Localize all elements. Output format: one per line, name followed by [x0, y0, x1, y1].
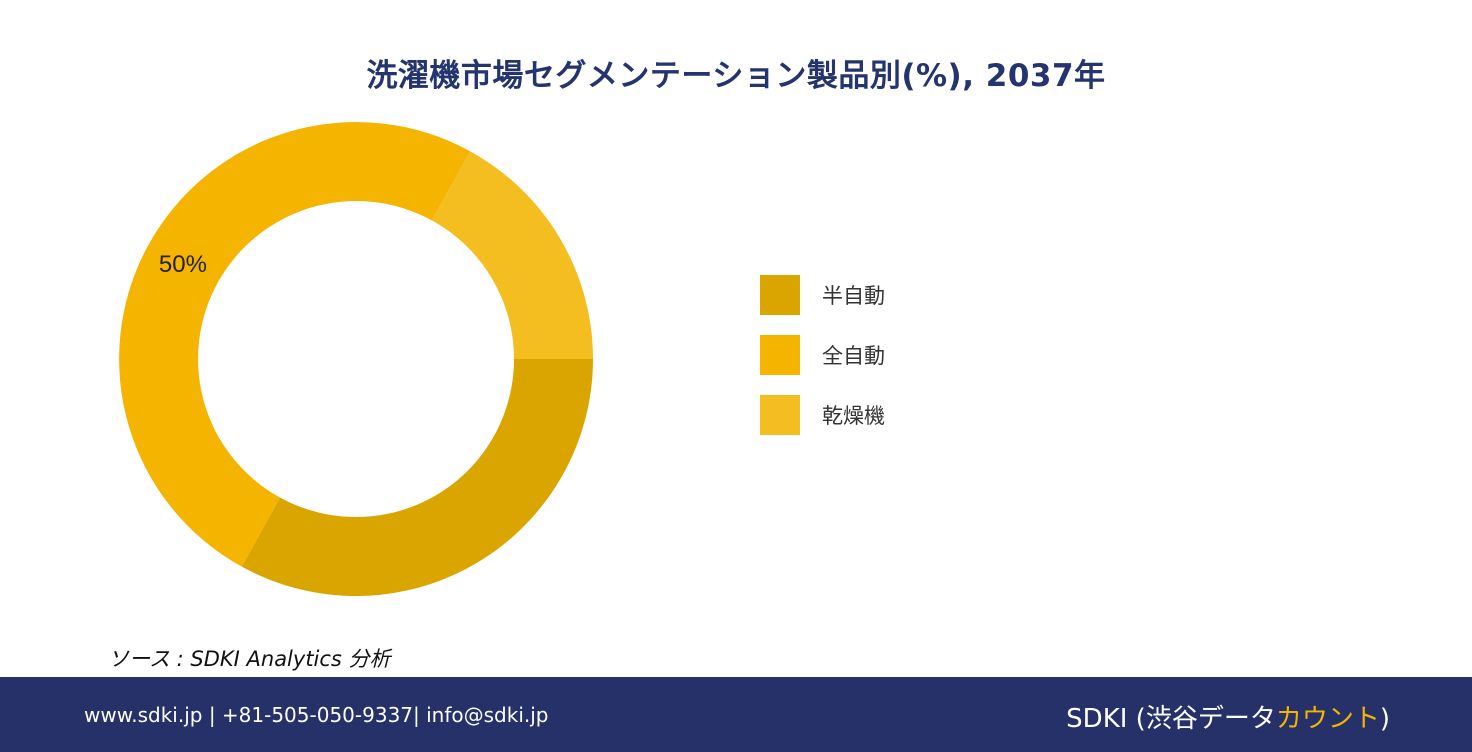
footer-brand-accent: カウント — [1275, 704, 1380, 734]
donut-slice-dryer — [432, 151, 593, 359]
donut-slice-fully-automatic — [119, 122, 471, 567]
footer-brand: SDKI (渋谷データカウント) — [1066, 698, 1390, 735]
legend-item-dryer[interactable]: 乾燥機 — [760, 395, 885, 435]
footer-brand-main: SDKI (渋谷データ — [1066, 704, 1276, 734]
legend-swatch-dryer — [760, 395, 800, 435]
donut-slice-semi-automatic — [241, 359, 593, 596]
chart-legend: 半自動 全自動 乾燥機 — [760, 275, 885, 455]
chart-title: 洗濯機市場セグメンテーション製品別(%), 2037年 — [366, 58, 1106, 94]
footer-brand-end: ) — [1379, 704, 1390, 734]
source-note: ソース : SDKI Analytics 分析 — [108, 647, 391, 671]
legend-swatch-semi-automatic — [760, 275, 800, 315]
legend-label-fully-automatic: 全自動 — [822, 344, 885, 368]
legend-label-semi-automatic: 半自動 — [822, 284, 885, 308]
footer-contact: www.sdki.jp | +81-505-050-9337| info@sdk… — [84, 703, 549, 727]
legend-swatch-fully-automatic — [760, 335, 800, 375]
footer-bar: www.sdki.jp | +81-505-050-9337| info@sdk… — [0, 677, 1472, 752]
legend-item-fully-automatic[interactable]: 全自動 — [760, 335, 885, 375]
legend-item-semi-automatic[interactable]: 半自動 — [760, 275, 885, 315]
data-label-fully-automatic: 50% — [159, 251, 207, 278]
legend-label-dryer: 乾燥機 — [822, 404, 885, 428]
donut-chart: 50% — [119, 122, 593, 596]
